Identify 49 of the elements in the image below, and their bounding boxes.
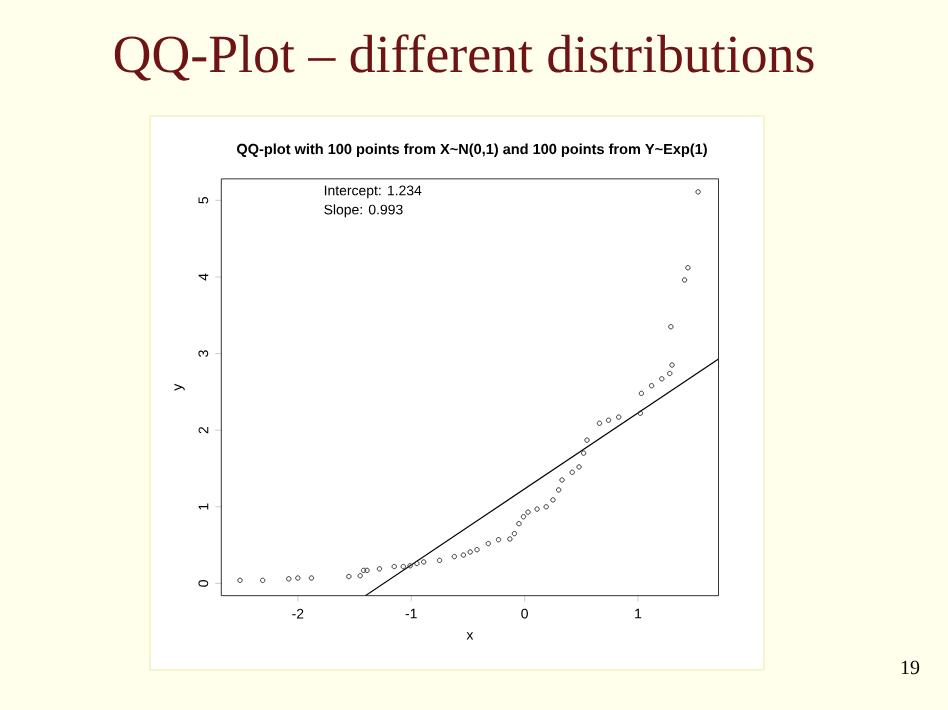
point bbox=[357, 573, 363, 579]
point bbox=[669, 362, 675, 368]
point bbox=[346, 573, 352, 580]
point bbox=[668, 324, 674, 330]
point bbox=[543, 504, 549, 510]
point bbox=[259, 577, 266, 584]
point bbox=[685, 265, 691, 271]
point bbox=[511, 530, 518, 537]
point bbox=[507, 536, 513, 542]
point bbox=[596, 420, 603, 426]
point bbox=[555, 487, 562, 493]
point bbox=[516, 520, 522, 527]
point bbox=[695, 189, 701, 195]
point bbox=[407, 563, 413, 569]
point bbox=[559, 477, 565, 483]
point bbox=[525, 509, 531, 515]
point bbox=[391, 563, 397, 570]
point bbox=[616, 414, 622, 420]
point bbox=[667, 370, 673, 377]
point bbox=[414, 560, 420, 567]
point bbox=[569, 469, 575, 475]
point bbox=[295, 575, 301, 581]
point bbox=[421, 559, 427, 565]
point bbox=[580, 450, 587, 456]
point bbox=[436, 557, 443, 564]
point bbox=[376, 566, 383, 572]
point bbox=[534, 506, 540, 512]
point bbox=[576, 464, 582, 470]
point bbox=[286, 576, 292, 582]
point bbox=[584, 437, 590, 443]
point bbox=[638, 390, 645, 397]
point bbox=[648, 383, 655, 389]
text: 19 bbox=[901, 660, 920, 675]
point bbox=[485, 540, 492, 547]
point bbox=[237, 577, 243, 584]
point bbox=[467, 549, 473, 555]
point bbox=[451, 553, 458, 560]
point bbox=[520, 514, 527, 520]
point bbox=[550, 497, 556, 503]
point bbox=[474, 546, 480, 553]
point bbox=[659, 376, 665, 382]
point bbox=[460, 552, 467, 558]
point bbox=[637, 410, 643, 417]
point bbox=[495, 537, 502, 543]
chart-title: QQ-Plot – different distributions bbox=[114, 34, 814, 81]
point bbox=[681, 277, 688, 283]
point bbox=[308, 575, 315, 581]
point bbox=[400, 563, 406, 570]
point bbox=[605, 417, 612, 423]
